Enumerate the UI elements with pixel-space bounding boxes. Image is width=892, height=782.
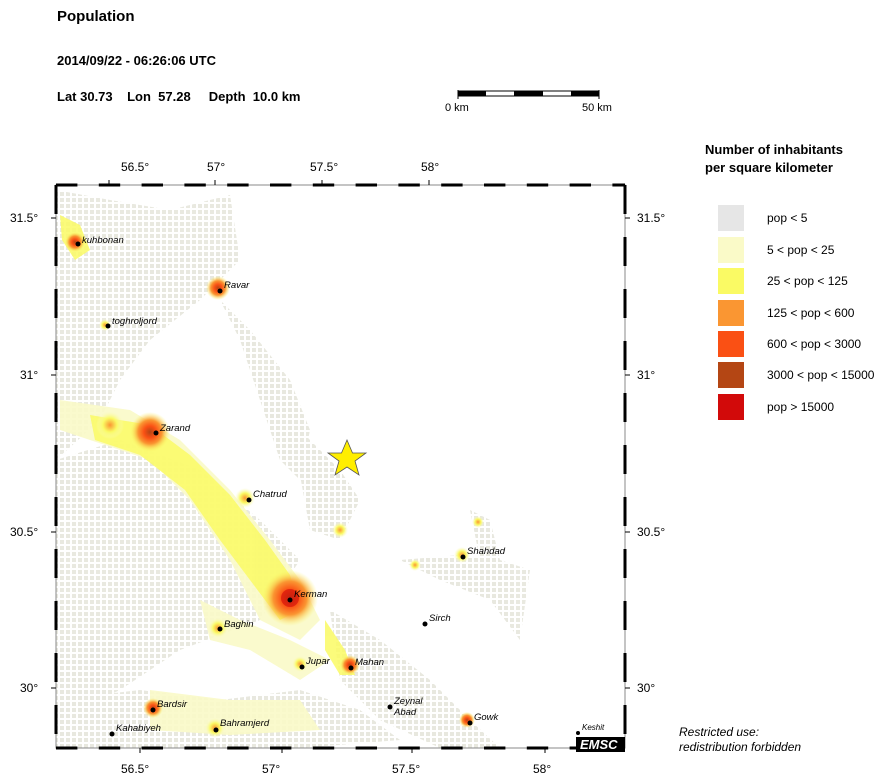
legend-swatch bbox=[718, 394, 744, 420]
scale-bar bbox=[457, 90, 600, 99]
legend-item: pop > 15000 bbox=[718, 394, 834, 420]
event-coordinates: Lat 30.73 Lon 57.28 Depth 10.0 km bbox=[57, 89, 301, 104]
city-label: Jupar bbox=[306, 656, 330, 667]
legend-swatch bbox=[718, 205, 744, 231]
legend-swatch bbox=[718, 237, 744, 263]
top-tick-label: 57° bbox=[207, 160, 226, 174]
legend-item: 600 < pop < 3000 bbox=[718, 331, 861, 357]
left-tick-label: 30° bbox=[20, 681, 39, 695]
city-label: Shahdad bbox=[467, 546, 506, 557]
scale-start-label: 0 km bbox=[445, 102, 469, 114]
restricted-use-notice: Restricted use: redistribution forbidden bbox=[679, 725, 802, 754]
left-tick-label: 31.5° bbox=[10, 211, 39, 225]
city-label: Zeynal Abad bbox=[394, 696, 423, 718]
city-label: Kahabiyeh bbox=[116, 723, 161, 734]
city-label: kuhbonan bbox=[82, 235, 124, 246]
legend-swatch bbox=[718, 331, 744, 357]
city-label: Gowk bbox=[474, 712, 499, 723]
right-tick-label: 31.5° bbox=[637, 211, 666, 225]
map-frame bbox=[54, 183, 627, 750]
right-tick-label: 31° bbox=[637, 368, 656, 382]
bottom-tick-label: 57.5° bbox=[392, 762, 421, 776]
legend-title: Number of inhabitants per square kilomet… bbox=[705, 142, 843, 175]
legend-item: 3000 < pop < 15000 bbox=[718, 362, 874, 388]
event-datetime: 2014/09/22 - 06:26:06 UTC bbox=[57, 53, 216, 68]
city-label: Baghin bbox=[224, 619, 254, 630]
left-tick-label: 31° bbox=[20, 368, 39, 382]
legend-item: 5 < pop < 25 bbox=[718, 237, 834, 263]
legend-swatch bbox=[718, 300, 744, 326]
right-tick-label: 30° bbox=[637, 681, 656, 695]
legend-swatch bbox=[718, 268, 744, 294]
city-label: Zarand bbox=[160, 423, 191, 434]
bottom-tick-label: 58° bbox=[533, 762, 552, 776]
map-title: Population bbox=[57, 8, 135, 25]
city-label: Bahramjerd bbox=[220, 718, 270, 729]
legend-swatch bbox=[718, 362, 744, 388]
legend-item: pop < 5 bbox=[718, 205, 807, 231]
legend-item: 125 < pop < 600 bbox=[718, 300, 854, 326]
scale-end-label: 50 km bbox=[582, 102, 612, 114]
top-tick-label: 56.5° bbox=[121, 160, 150, 174]
city-label: Bardsir bbox=[157, 699, 188, 710]
city-label: Chatrud bbox=[253, 489, 287, 500]
right-tick-label: 30.5° bbox=[637, 525, 666, 539]
city-label: Ravar bbox=[224, 280, 250, 291]
city-label: Mahan bbox=[355, 657, 385, 668]
emsc-logo: EMSC bbox=[580, 737, 618, 752]
emsc-badge bbox=[576, 737, 625, 752]
city-label: Keshit bbox=[582, 723, 605, 732]
bottom-tick-label: 56.5° bbox=[121, 762, 150, 776]
top-tick-label: 58° bbox=[421, 160, 440, 174]
top-tick-label: 57.5° bbox=[310, 160, 339, 174]
city-label: Sirch bbox=[429, 613, 451, 624]
bottom-tick-label: 57° bbox=[262, 762, 281, 776]
city-markers bbox=[75, 241, 580, 737]
star-icon bbox=[326, 438, 368, 476]
city-label: toghroljord bbox=[112, 316, 157, 327]
city-label: Kerman bbox=[294, 589, 328, 600]
legend-item: 25 < pop < 125 bbox=[718, 268, 848, 294]
left-tick-label: 30.5° bbox=[10, 525, 39, 539]
